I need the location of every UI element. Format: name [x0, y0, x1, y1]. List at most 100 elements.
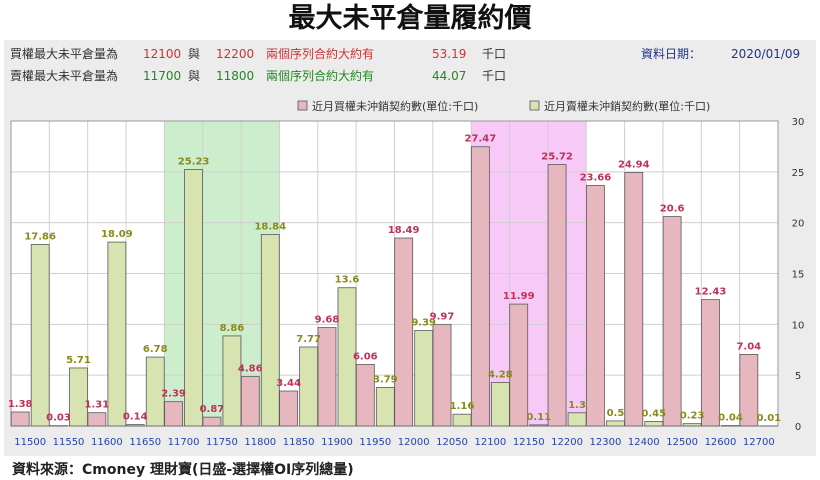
- x-tick-label: 11700: [168, 437, 200, 448]
- oi-bar-chart: 0 5 10 15 20 25 30 1.38 0.03 1.31 0.14 2.39 0.87 4.86…: [8, 99, 805, 448]
- x-tick-label: 11550: [53, 437, 85, 448]
- bar-put: [452, 413, 472, 427]
- value-label: 7.04: [736, 341, 761, 352]
- value-label: 25.72: [541, 152, 573, 163]
- bar-put: [30, 244, 50, 427]
- bar-put: [299, 346, 319, 427]
- bar-call: [509, 303, 529, 427]
- bar-put: [529, 424, 549, 427]
- value-label: 4.28: [488, 369, 513, 380]
- bar-put: [260, 234, 280, 427]
- bar-put: [567, 412, 587, 427]
- value-label: 0.5: [607, 408, 625, 419]
- call-sum-unit: 千口: [482, 47, 507, 61]
- bar-put: [375, 387, 395, 427]
- put-sum-text: 兩個序列合約大約有: [266, 69, 375, 83]
- value-label: 0.14: [123, 412, 148, 423]
- bar-call: [202, 416, 222, 427]
- x-tick-label: 11900: [321, 437, 353, 448]
- value-label: 6.78: [143, 344, 168, 355]
- put-connector: 與: [188, 69, 201, 83]
- value-label: 1.38: [8, 399, 33, 410]
- value-label: 9.97: [430, 312, 455, 323]
- value-label: 11.99: [503, 291, 535, 302]
- bar-put: [107, 241, 127, 427]
- y-tick-label: 30: [792, 117, 805, 128]
- bar-put: [69, 367, 88, 427]
- value-label: 27.47: [465, 134, 497, 145]
- x-tick-label: 11500: [14, 437, 46, 448]
- source-footer: 資料來源：Cmoney 理財寶(日盛-選擇權OI序列總量): [12, 462, 354, 478]
- bar-put: [644, 421, 664, 427]
- x-tick-label: 12600: [705, 437, 737, 448]
- bar-call: [10, 411, 30, 427]
- call-strike-low: 12100: [143, 47, 182, 61]
- x-tick-label: 11650: [129, 437, 161, 448]
- value-label: 0.87: [200, 404, 225, 415]
- x-tick-label: 12400: [628, 437, 660, 448]
- value-label: 18.09: [101, 229, 133, 240]
- x-tick-label: 11600: [91, 437, 123, 448]
- value-label: 17.86: [24, 231, 56, 242]
- call-max-oi-label: 買權最大未平倉量為: [10, 47, 119, 61]
- value-label: 3.44: [276, 378, 301, 389]
- value-label: 18.84: [254, 221, 286, 232]
- value-label: 9.39: [411, 318, 436, 329]
- x-tick-label: 11850: [283, 437, 315, 448]
- bar-put: [414, 330, 434, 427]
- x-tick-label: 11950: [359, 437, 391, 448]
- bar-call: [355, 363, 375, 427]
- value-label: 9.68: [315, 315, 340, 326]
- value-label: 0.11: [526, 412, 551, 423]
- bar-put: [490, 382, 510, 427]
- value-label: 6.06: [353, 351, 378, 362]
- value-label: 18.49: [388, 225, 420, 236]
- y-tick-label: 25: [792, 168, 805, 179]
- value-label: 7.77: [296, 334, 321, 345]
- bar-call: [125, 424, 145, 427]
- date-label: 資料日期：: [641, 47, 702, 61]
- put-sum-value: 44.07: [432, 69, 467, 83]
- bar-put: [184, 169, 203, 427]
- page-title: 最大未平倉量履約價: [288, 3, 532, 34]
- bar-put: [222, 335, 242, 427]
- x-tick-label: 12000: [398, 437, 430, 448]
- value-label: 25.23: [178, 156, 210, 167]
- value-label: 0.04: [718, 413, 743, 424]
- put-strike-high: 11800: [216, 69, 255, 83]
- bar-call: [279, 390, 299, 427]
- bar-put: [682, 423, 702, 427]
- value-label: 13.6: [335, 275, 360, 286]
- y-tick-label: 5: [795, 371, 801, 382]
- value-label: 1.3: [568, 400, 586, 411]
- call-connector: 與: [188, 47, 201, 61]
- value-label: 23.66: [580, 172, 612, 183]
- call-sum-text: 兩個序列合約大約有: [266, 47, 375, 61]
- value-label: 1.16: [450, 401, 475, 412]
- bar-call: [586, 185, 605, 427]
- value-label: 2.39: [161, 389, 186, 400]
- x-tick-label: 11800: [244, 437, 276, 448]
- bar-call: [624, 172, 644, 427]
- x-tick-label: 12050: [436, 437, 468, 448]
- x-tick-label: 12150: [513, 437, 545, 448]
- legend-swatch-call: [297, 100, 308, 111]
- bar-put: [337, 287, 357, 427]
- put-strike-low: 11700: [143, 69, 182, 83]
- bar-call: [662, 216, 682, 427]
- value-label: 4.86: [238, 364, 263, 375]
- bar-call: [701, 299, 720, 427]
- value-label: 24.94: [618, 159, 650, 170]
- value-label: 12.43: [695, 287, 727, 298]
- x-tick-label: 12100: [474, 437, 506, 448]
- x-tick-label: 11750: [206, 437, 238, 448]
- y-tick-label: 20: [792, 219, 805, 230]
- y-tick-label: 15: [792, 270, 805, 281]
- call-sum-value: 53.19: [432, 47, 467, 61]
- bar-call: [739, 354, 759, 427]
- y-tick-label: 10: [792, 320, 805, 331]
- value-label: 20.6: [660, 204, 685, 215]
- x-tick-label: 12200: [551, 437, 583, 448]
- x-tick-label: 12500: [666, 437, 698, 448]
- bar-call: [547, 164, 567, 427]
